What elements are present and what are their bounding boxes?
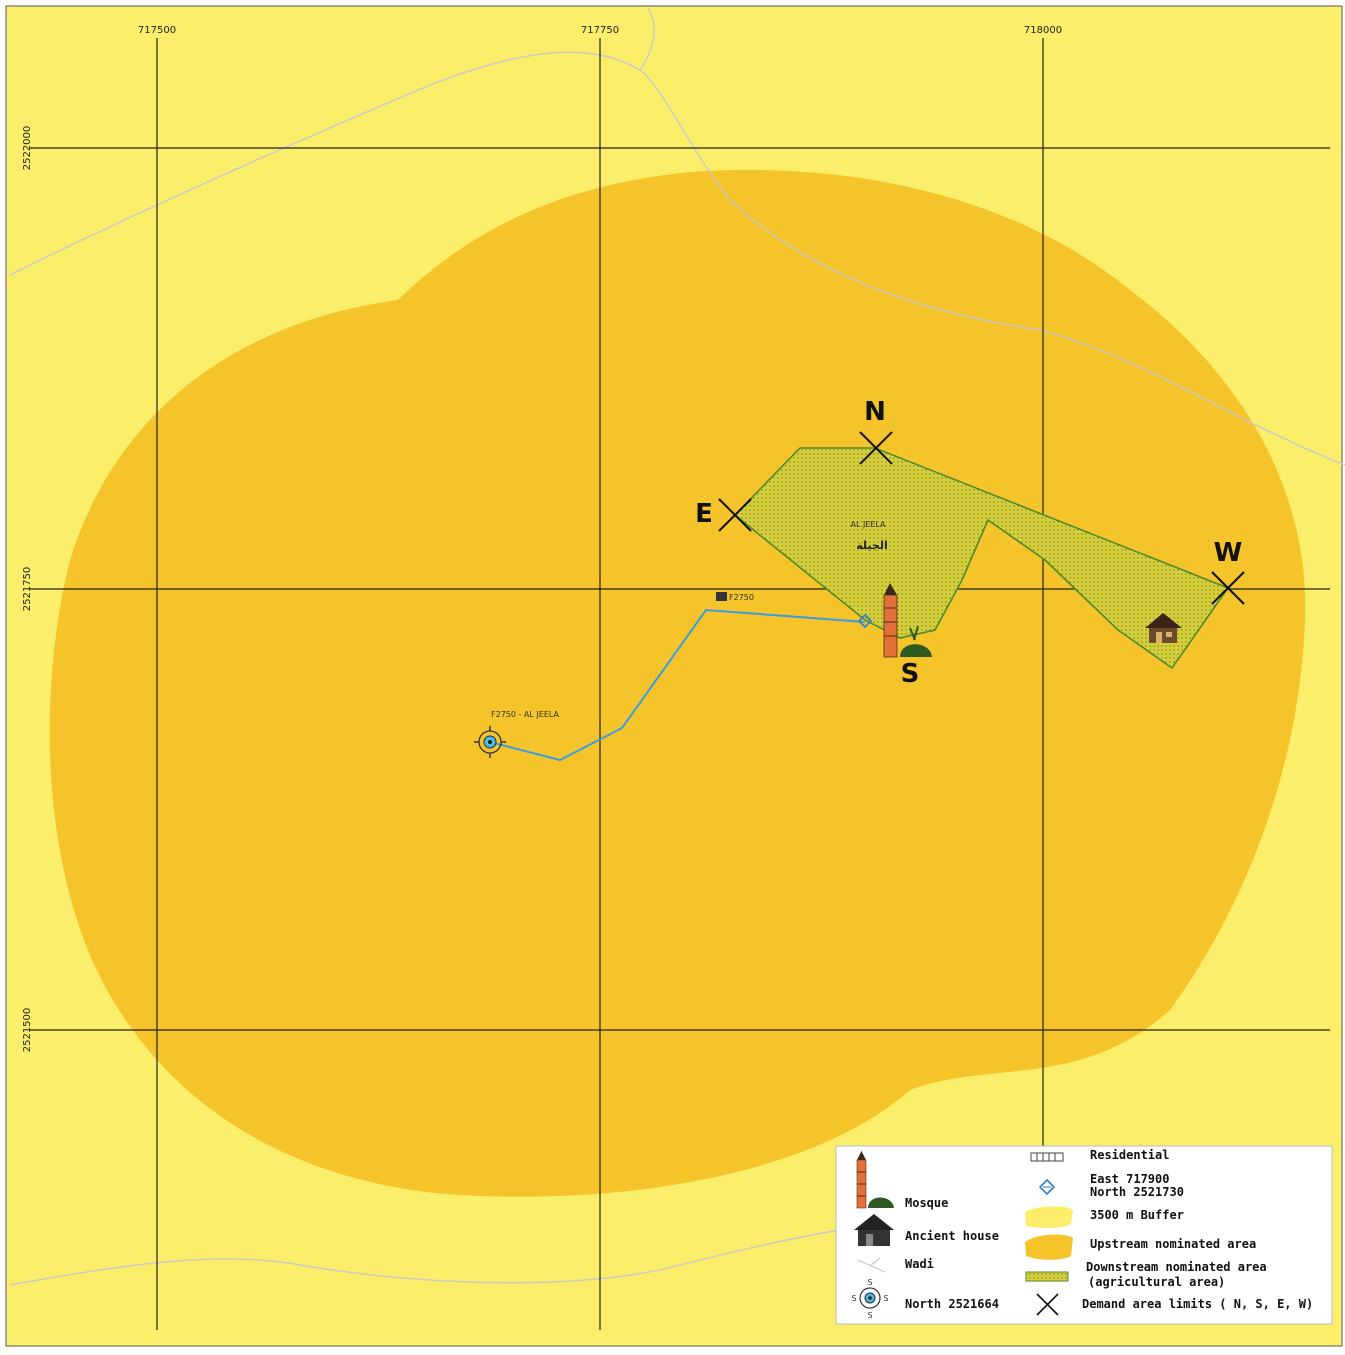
mosque-icon bbox=[883, 583, 932, 658]
svg-text:S: S bbox=[867, 1311, 872, 1320]
legend-downstream-swatch bbox=[1025, 1271, 1069, 1282]
buffer-area bbox=[49, 169, 1306, 1197]
well-id-label: F2750 bbox=[729, 593, 754, 602]
coordinate-point-icon bbox=[857, 613, 873, 629]
northing-label-3: 2521500 bbox=[22, 1008, 33, 1053]
svg-text:S: S bbox=[867, 1278, 872, 1287]
legend-mosque-icon bbox=[856, 1151, 894, 1209]
legend-upstream-label: Upstream nominated area bbox=[1090, 1237, 1256, 1251]
legend-residential-label: Residential bbox=[1090, 1148, 1169, 1162]
cardinal-label-south: S bbox=[901, 659, 920, 689]
legend-demand-limit-label: Demand area limits ( N, S, E, W) bbox=[1082, 1297, 1313, 1311]
demand-limit-north-marker bbox=[859, 431, 893, 465]
northing-label-2: 2521750 bbox=[22, 567, 33, 612]
pipeline bbox=[489, 608, 866, 762]
northing-label-1: 2522000 bbox=[22, 126, 33, 171]
legend-north-marker-label: North 2521664 bbox=[905, 1297, 999, 1311]
cardinal-label-east: E bbox=[695, 499, 713, 529]
legend-buffer-label: 3500 m Buffer bbox=[1090, 1208, 1184, 1222]
svg-text:S: S bbox=[851, 1294, 856, 1303]
legend-coordinate-point-icon bbox=[1038, 1178, 1056, 1196]
wadi-line-branch bbox=[639, 7, 655, 71]
legend-wadi-label: Wadi bbox=[905, 1257, 934, 1271]
cardinal-label-west: W bbox=[1214, 538, 1243, 568]
legend-ancient-house-label: Ancient house bbox=[905, 1229, 999, 1243]
legend-buffer-swatch bbox=[1025, 1206, 1073, 1228]
demand-limit-west-marker bbox=[1211, 571, 1245, 605]
legend-wadi-icon bbox=[857, 1257, 886, 1273]
wadi-lines bbox=[9, 7, 1345, 1286]
legend-box bbox=[835, 1145, 1333, 1325]
well-label: F2750 - AL JEELA bbox=[491, 710, 560, 719]
wadi-line-north bbox=[9, 51, 1345, 466]
legend-upstream-swatch bbox=[1025, 1234, 1073, 1260]
easting-label-1: 717500 bbox=[138, 25, 176, 36]
well-id-box-icon bbox=[716, 592, 727, 601]
legend-demand-limit-icon bbox=[1036, 1293, 1059, 1316]
legend-mosque-label: Mosque bbox=[905, 1196, 948, 1210]
easting-label-3: 718000 bbox=[1024, 25, 1062, 36]
legend-north-marker-icon: S S S S bbox=[851, 1278, 888, 1320]
svg-text:S: S bbox=[883, 1294, 888, 1303]
legend-downstream-label-line1: Downstream nominated area bbox=[1086, 1260, 1267, 1274]
well-north-marker-icon bbox=[474, 726, 506, 758]
legend-north-coord-label: North 2521730 bbox=[1090, 1185, 1184, 1199]
ancient-house-icon bbox=[1145, 613, 1182, 643]
site-name-arabic: الجيلة bbox=[856, 539, 887, 552]
legend: Mosque Ancient house Wadi S S S S North … bbox=[835, 1145, 1333, 1325]
site-name-latin: AL JEELA bbox=[850, 520, 886, 529]
cardinal-label-north: N bbox=[864, 397, 886, 427]
wadi-line-south bbox=[9, 1229, 841, 1286]
demand-limit-east-marker bbox=[718, 498, 752, 532]
legend-ancient-house-icon bbox=[854, 1214, 894, 1246]
legend-east-coord-label: East 717900 bbox=[1090, 1172, 1169, 1186]
legend-residential-icon bbox=[1030, 1152, 1064, 1162]
easting-label-2: 717750 bbox=[581, 25, 619, 36]
legend-downstream-label-line2: (agricultural area) bbox=[1088, 1275, 1225, 1289]
